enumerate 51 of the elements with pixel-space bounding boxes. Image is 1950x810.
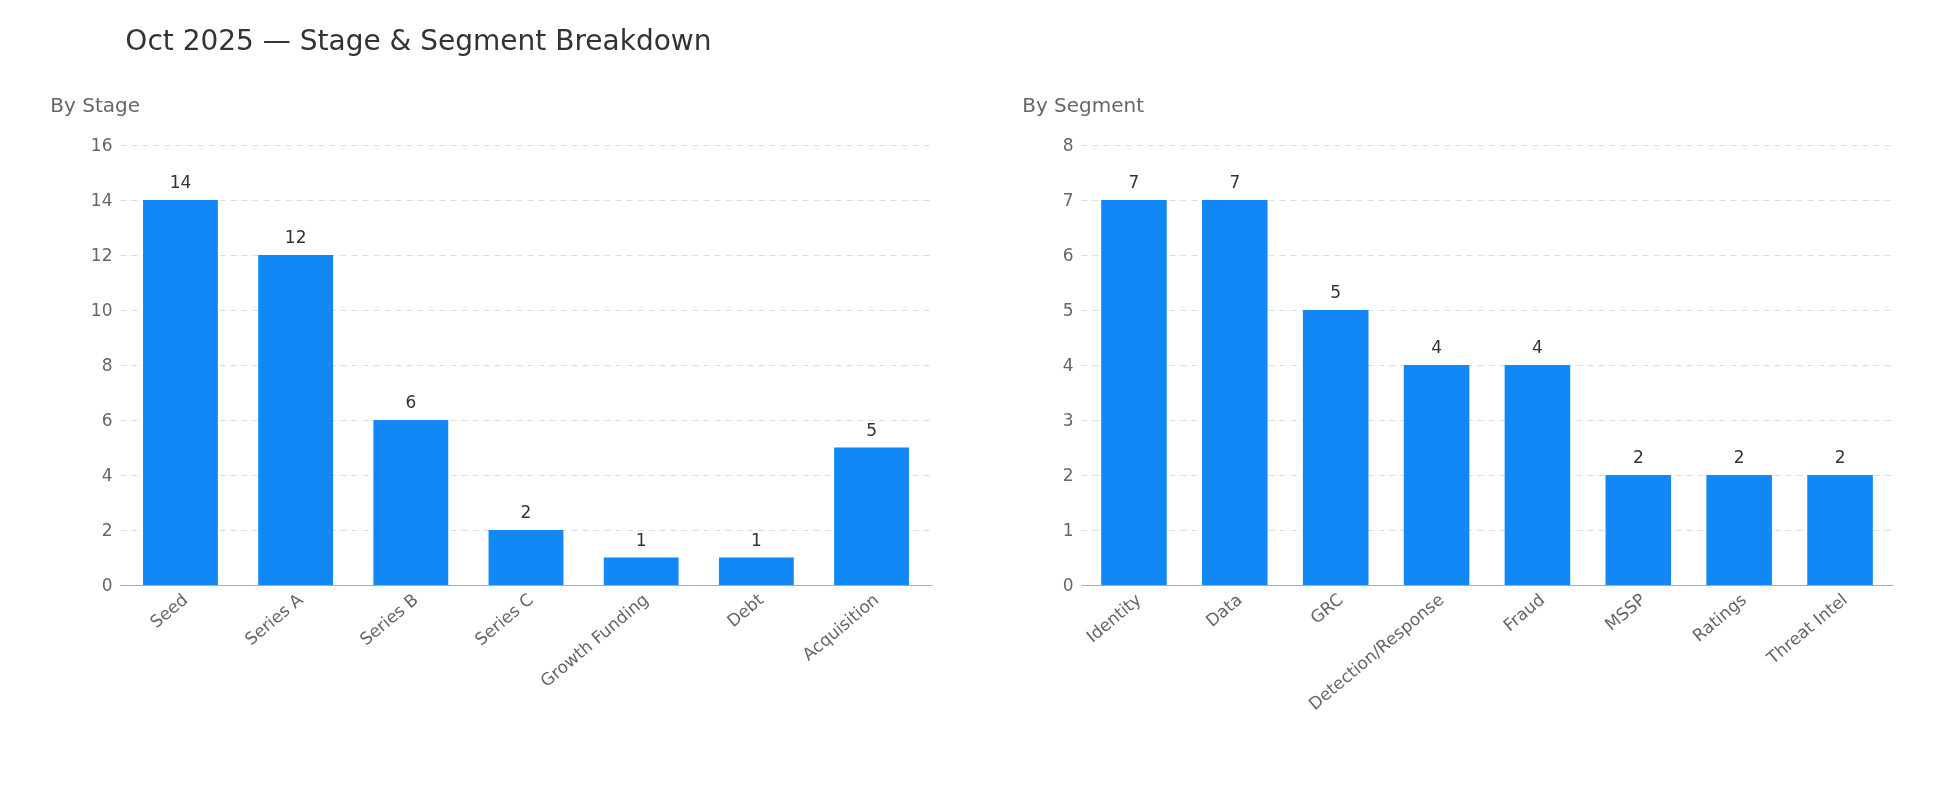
data-label: 4 [1532, 337, 1543, 357]
bar [718, 557, 794, 585]
y-tick-label: 12 [90, 244, 113, 265]
bar [1101, 200, 1167, 585]
y-tick-label: 14 [90, 189, 113, 210]
bar [603, 557, 679, 585]
y-tick-label: 16 [90, 134, 113, 155]
bar [1706, 475, 1772, 585]
y-tick-label: 1 [1062, 519, 1074, 540]
data-label: 5 [866, 419, 877, 440]
y-tick-label: 0 [101, 574, 113, 595]
y-tick-label: 5 [1062, 299, 1074, 320]
bar [143, 200, 218, 585]
y-tick-label: 4 [1062, 354, 1074, 375]
y-tick-label: 2 [101, 519, 113, 540]
bar [1605, 475, 1672, 585]
data-label: 5 [1330, 282, 1342, 302]
data-label: 14 [169, 172, 192, 192]
data-label: 2 [520, 502, 532, 522]
bar [834, 447, 909, 585]
data-label: 6 [405, 392, 417, 412]
chart-subtitle: By Stage [50, 93, 141, 117]
chart-title: Oct 2025 — Stage & Segment Breakdown [125, 24, 712, 57]
chart-subtitle: By Segment [1022, 93, 1145, 117]
data-label: 12 [284, 227, 307, 247]
y-tick-label: 3 [1062, 409, 1074, 430]
data-label: 4 [1431, 337, 1442, 357]
bar [1302, 310, 1369, 585]
y-tick-label: 7 [1062, 189, 1074, 210]
data-label: 7 [1128, 172, 1140, 192]
bar [1403, 365, 1470, 585]
y-tick-label: 4 [101, 464, 113, 485]
bar [1504, 365, 1571, 585]
bar [1807, 475, 1873, 585]
bar [1202, 200, 1268, 585]
data-label: 2 [1834, 447, 1846, 467]
data-label: 1 [635, 529, 647, 550]
data-label: 7 [1229, 172, 1241, 192]
y-tick-label: 10 [90, 299, 113, 320]
y-tick-label: 6 [101, 409, 113, 430]
y-tick-label: 8 [101, 354, 113, 375]
data-label: 2 [1733, 447, 1745, 467]
y-tick-label: 0 [1062, 574, 1074, 595]
y-tick-label: 6 [1062, 244, 1074, 265]
data-label: 1 [750, 529, 762, 550]
bar [488, 530, 564, 585]
data-label: 2 [1632, 447, 1644, 467]
bar [373, 420, 449, 585]
y-tick-label: 8 [1062, 134, 1074, 155]
bar [258, 255, 334, 585]
y-tick-label: 2 [1062, 464, 1074, 485]
